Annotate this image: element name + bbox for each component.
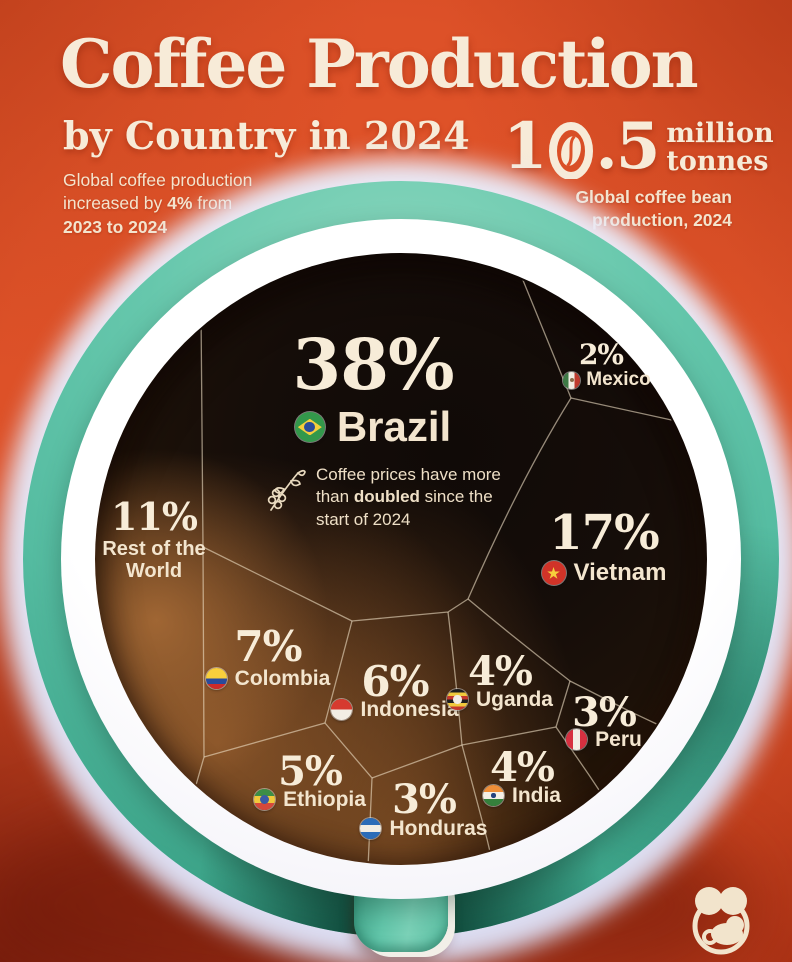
flag-brazil-icon — [294, 412, 325, 443]
coffee-surface — [95, 253, 707, 865]
voronoi-logo — [692, 887, 750, 955]
stat-unit-line1: million — [666, 118, 774, 149]
stat-caption-line1: Global coffee bean — [575, 187, 732, 207]
flag-vietnam-icon — [541, 561, 566, 586]
pct-peru: 3% — [572, 689, 637, 736]
note-growth-pct: 4% — [167, 193, 193, 214]
page-title: Coffee Production — [60, 25, 699, 103]
note-line1: Global coffee production — [63, 170, 253, 190]
country-india: India — [511, 784, 561, 807]
stat-caption-line2: production, 2024 — [591, 209, 732, 230]
country-vietnam: Vietnam — [573, 559, 667, 586]
country-brazil: Brazil — [336, 403, 452, 450]
stat-digit-one: 1 — [503, 109, 548, 184]
note-line2a: increased by — [63, 193, 168, 214]
pct-colombia: 7% — [234, 622, 302, 671]
annotation-coffee-prices: Coffee prices have more than doubled sin… — [316, 464, 506, 531]
pct-uganda: 4% — [468, 648, 533, 695]
pct-rest-of-world: 11% — [111, 494, 198, 539]
segment-peru: Peru — [544, 728, 664, 751]
page-subtitle: by Country in 2024 — [63, 113, 470, 158]
segment-india: India — [462, 784, 582, 807]
country-uganda: Uganda — [475, 688, 553, 711]
stat-unit: million tonnes — [666, 120, 773, 175]
segment-rest-of-world: Rest of the World — [74, 538, 234, 582]
pct-mexico: 2% — [578, 338, 624, 371]
flag-indonesia-icon — [331, 699, 353, 721]
flag-india-icon — [482, 785, 504, 807]
flag-colombia-icon — [205, 668, 227, 690]
annotation-part3: since the start of 2024 — [316, 487, 493, 529]
country-indonesia: Indonesia — [360, 698, 459, 721]
annotation-part1: Coffee prices have more than — [316, 465, 501, 507]
flag-mexico-icon — [563, 371, 581, 389]
segment-indonesia: Indonesia — [315, 698, 475, 721]
annotation-doubled: doubled — [353, 487, 420, 507]
country-honduras: Honduras — [389, 817, 488, 840]
pct-indonesia: 6% — [361, 657, 429, 706]
pct-vietnam: 17% — [549, 505, 659, 561]
country-rest-of-world: Rest of the World — [102, 538, 206, 582]
country-mexico: Mexico — [586, 369, 651, 390]
stat-digit-rest: .5 — [595, 109, 661, 184]
segment-uganda: Uganda — [430, 688, 570, 711]
segment-colombia: Colombia — [188, 667, 348, 690]
coffee-bean-zero-icon — [548, 122, 593, 179]
pct-india: 4% — [490, 744, 555, 791]
note-years: 2023 to 2024 — [63, 216, 168, 237]
segment-brazil: Brazil — [253, 403, 493, 450]
country-colombia: Colombia — [234, 667, 331, 690]
segment-vietnam: Vietnam — [504, 559, 704, 586]
global-production-stat: 1 .5 million tonnes — [503, 109, 774, 184]
pct-brazil: 38% — [292, 323, 455, 406]
segment-ethiopia: Ethiopia — [240, 788, 380, 811]
flag-peru-icon — [566, 729, 588, 751]
flag-ethiopia-icon — [254, 789, 276, 811]
stat-caption: Global coffee bean production, 2024 — [480, 186, 732, 232]
pct-ethiopia: 5% — [278, 748, 343, 795]
coffee-branch-icon — [267, 469, 306, 511]
country-ethiopia: Ethiopia — [283, 788, 366, 811]
country-peru: Peru — [595, 728, 642, 751]
pct-honduras: 3% — [392, 776, 457, 823]
flag-uganda-icon — [446, 689, 468, 711]
segment-mexico: Mexico — [541, 369, 673, 391]
segment-honduras: Honduras — [354, 817, 494, 840]
stat-unit-line2: tonnes — [666, 145, 769, 177]
flag-honduras-icon — [360, 818, 382, 840]
